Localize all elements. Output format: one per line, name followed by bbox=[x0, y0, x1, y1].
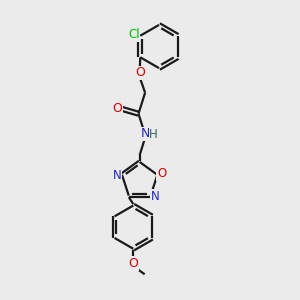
Text: N: N bbox=[141, 127, 150, 140]
Text: O: O bbox=[128, 256, 138, 270]
Text: N: N bbox=[113, 169, 122, 182]
Text: N: N bbox=[151, 190, 160, 203]
Text: O: O bbox=[135, 66, 145, 80]
Text: Cl: Cl bbox=[128, 28, 140, 41]
Text: O: O bbox=[112, 102, 122, 115]
Text: H: H bbox=[149, 128, 158, 141]
Text: O: O bbox=[157, 167, 166, 180]
